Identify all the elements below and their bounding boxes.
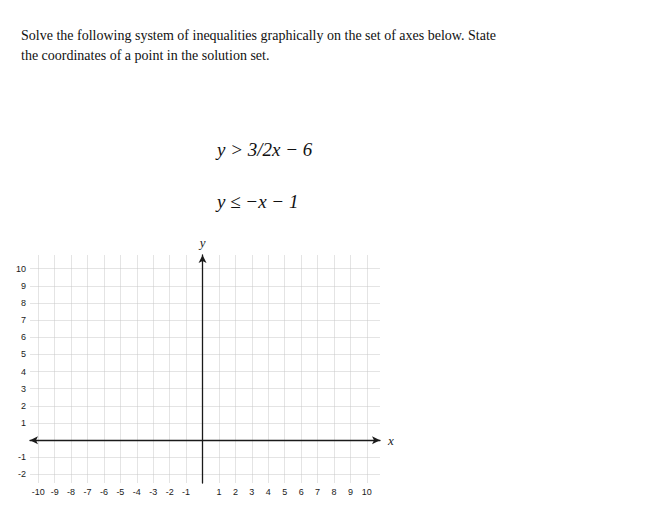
svg-text:2: 2 — [21, 401, 26, 411]
svg-text:-9: -9 — [51, 487, 59, 497]
svg-text:y > 3/2x − 6: y > 3/2x − 6 — [215, 139, 313, 160]
svg-text:3: 3 — [21, 384, 26, 394]
svg-text:10: 10 — [362, 487, 372, 497]
svg-text:3: 3 — [249, 487, 254, 497]
svg-text:x: x — [387, 433, 394, 448]
svg-text:-10: -10 — [32, 487, 45, 497]
svg-text:-6: -6 — [100, 487, 108, 497]
svg-text:-2: -2 — [18, 469, 26, 479]
svg-text:-8: -8 — [67, 487, 75, 497]
svg-text:1: 1 — [216, 487, 221, 497]
svg-text:9: 9 — [348, 487, 353, 497]
svg-text:10: 10 — [16, 264, 26, 274]
svg-text:8: 8 — [21, 298, 26, 308]
svg-text:-1: -1 — [18, 452, 26, 462]
svg-text:1: 1 — [21, 418, 26, 428]
svg-text:the coordinates of a point in: the coordinates of a point in the soluti… — [21, 48, 269, 63]
svg-text:8: 8 — [331, 487, 336, 497]
svg-text:-7: -7 — [84, 487, 92, 497]
svg-text:y ≤ −x − 1: y ≤ −x − 1 — [215, 191, 298, 212]
svg-text:-3: -3 — [149, 487, 157, 497]
svg-text:5: 5 — [282, 487, 287, 497]
svg-text:2: 2 — [233, 487, 238, 497]
svg-text:-5: -5 — [116, 487, 124, 497]
svg-text:4: 4 — [21, 367, 26, 377]
svg-text:7: 7 — [315, 487, 320, 497]
svg-text:Solve the following system of: Solve the following system of inequaliti… — [21, 28, 496, 43]
svg-text:-2: -2 — [166, 487, 174, 497]
svg-text:5: 5 — [21, 349, 26, 359]
svg-text:y: y — [198, 235, 206, 250]
svg-text:-1: -1 — [182, 487, 190, 497]
svg-text:-4: -4 — [133, 487, 141, 497]
svg-text:7: 7 — [21, 315, 26, 325]
svg-text:4: 4 — [266, 487, 271, 497]
svg-text:6: 6 — [299, 487, 304, 497]
svg-text:9: 9 — [21, 281, 26, 291]
svg-text:6: 6 — [21, 332, 26, 342]
